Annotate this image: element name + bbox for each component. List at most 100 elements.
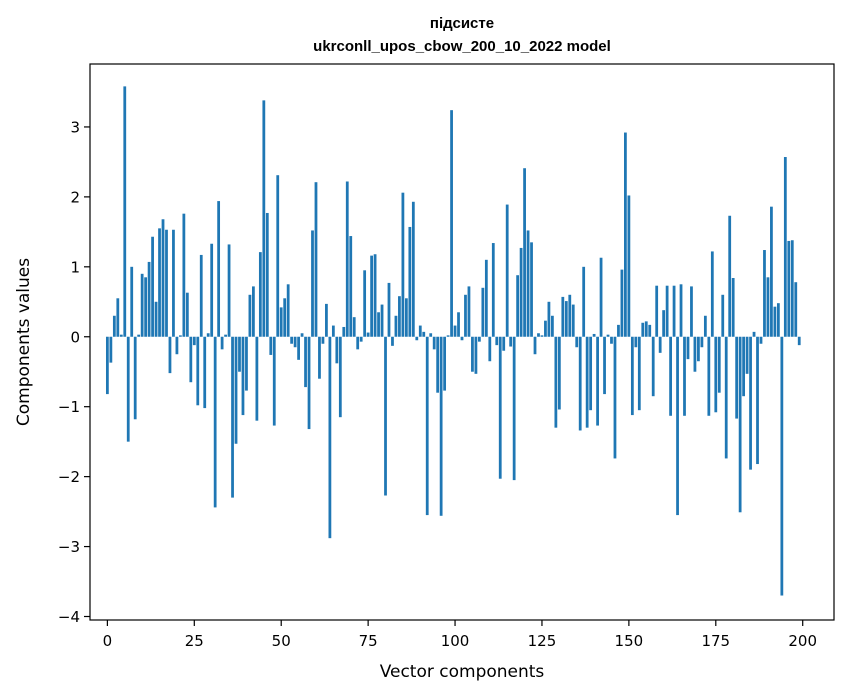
bar-1 — [109, 336, 113, 363]
bar-20 — [175, 336, 179, 355]
bar-118 — [516, 275, 520, 337]
bar-102 — [460, 336, 464, 341]
bar-66 — [335, 336, 339, 364]
bar-84 — [398, 296, 401, 337]
bar-105 — [471, 336, 474, 372]
bar-37 — [234, 336, 238, 444]
bar-108 — [481, 287, 485, 337]
bar-162 — [669, 336, 672, 416]
bar-109 — [484, 259, 488, 337]
bar-23 — [185, 292, 189, 337]
bar-197 — [790, 240, 794, 337]
bar-12 — [147, 261, 151, 337]
y-ticks-group: −4 −3 −2 −1 0 1 2 3 — [58, 118, 90, 626]
bar-198 — [794, 282, 798, 337]
bar-134 — [571, 304, 575, 337]
bar-112 — [495, 336, 499, 346]
bar-182 — [738, 336, 742, 513]
bar-110 — [488, 336, 492, 362]
bar-128 — [551, 315, 554, 337]
bar-111 — [491, 243, 495, 337]
bar-140 — [592, 333, 596, 337]
bar-193 — [776, 303, 780, 337]
bar-146 — [613, 336, 617, 459]
bar-17 — [165, 229, 168, 337]
y-tick-label-7: 3 — [70, 118, 80, 136]
bar-30 — [210, 243, 214, 337]
bar-179 — [728, 215, 732, 337]
bar-166 — [683, 336, 686, 416]
bar-49 — [276, 175, 280, 337]
bar-136 — [578, 336, 582, 431]
bar-172 — [703, 315, 707, 337]
bar-61 — [318, 336, 321, 379]
bar-31 — [213, 336, 217, 508]
bar-87 — [408, 226, 412, 337]
bar-52 — [286, 284, 290, 337]
x-tick-label-125: 125 — [528, 632, 557, 650]
bar-8 — [133, 336, 137, 420]
bar-6 — [126, 336, 130, 442]
bar-116 — [509, 336, 513, 347]
y-tick-label-0: −4 — [58, 608, 80, 626]
bar-157 — [651, 336, 655, 397]
x-tick-label-25: 25 — [185, 632, 204, 650]
bar-7 — [130, 266, 134, 337]
bar-46 — [265, 212, 269, 337]
bar-161 — [665, 285, 669, 337]
bar-90 — [418, 325, 422, 337]
bar-180 — [731, 278, 735, 337]
bar-25 — [192, 336, 196, 346]
bar-57 — [304, 336, 307, 388]
bar-60 — [314, 182, 318, 337]
bar-99 — [450, 110, 453, 337]
bar-145 — [610, 336, 613, 344]
bar-93 — [429, 333, 433, 337]
bar-163 — [672, 285, 676, 337]
bar-19 — [172, 229, 175, 337]
bar-75 — [366, 332, 370, 337]
bar-50 — [279, 307, 283, 337]
bar-138 — [585, 336, 589, 428]
bar-185 — [749, 336, 752, 470]
bar-113 — [498, 336, 502, 479]
bar-55 — [297, 336, 300, 360]
bar-147 — [617, 324, 620, 337]
bar-26 — [196, 336, 200, 406]
bar-85 — [401, 192, 405, 337]
bar-154 — [641, 322, 645, 337]
chart-title-line1: підсисте — [430, 15, 494, 32]
bar-127 — [547, 301, 551, 337]
bar-156 — [648, 324, 652, 337]
bar-129 — [554, 336, 558, 428]
bar-77 — [373, 254, 377, 337]
bar-35 — [227, 244, 231, 337]
y-tick-label-6: 2 — [70, 188, 80, 206]
bar-68 — [342, 326, 346, 337]
x-tick-label-175: 175 — [701, 632, 730, 650]
bar-95 — [436, 336, 440, 393]
y-axis-label: Components values — [14, 258, 34, 426]
bar-106 — [474, 336, 478, 374]
bar-117 — [512, 336, 516, 481]
x-tick-label-100: 100 — [441, 632, 470, 650]
x-tick-label-150: 150 — [615, 632, 644, 650]
bar-47 — [269, 336, 273, 355]
bar-150 — [627, 195, 631, 337]
bar-29 — [206, 333, 210, 337]
bar-32 — [217, 201, 221, 337]
bar-183 — [742, 336, 745, 397]
bar-83 — [394, 315, 398, 337]
bar-45 — [262, 100, 266, 337]
bar-177 — [721, 294, 725, 337]
bar-130 — [557, 336, 561, 410]
bar-184 — [745, 336, 749, 374]
bar-40 — [245, 336, 248, 391]
bar-98 — [446, 335, 450, 337]
bar-94 — [432, 336, 436, 350]
bar-107 — [477, 336, 481, 342]
y-tick-label-4: 0 — [70, 328, 80, 346]
bar-133 — [568, 294, 572, 337]
bar-21 — [179, 335, 182, 337]
